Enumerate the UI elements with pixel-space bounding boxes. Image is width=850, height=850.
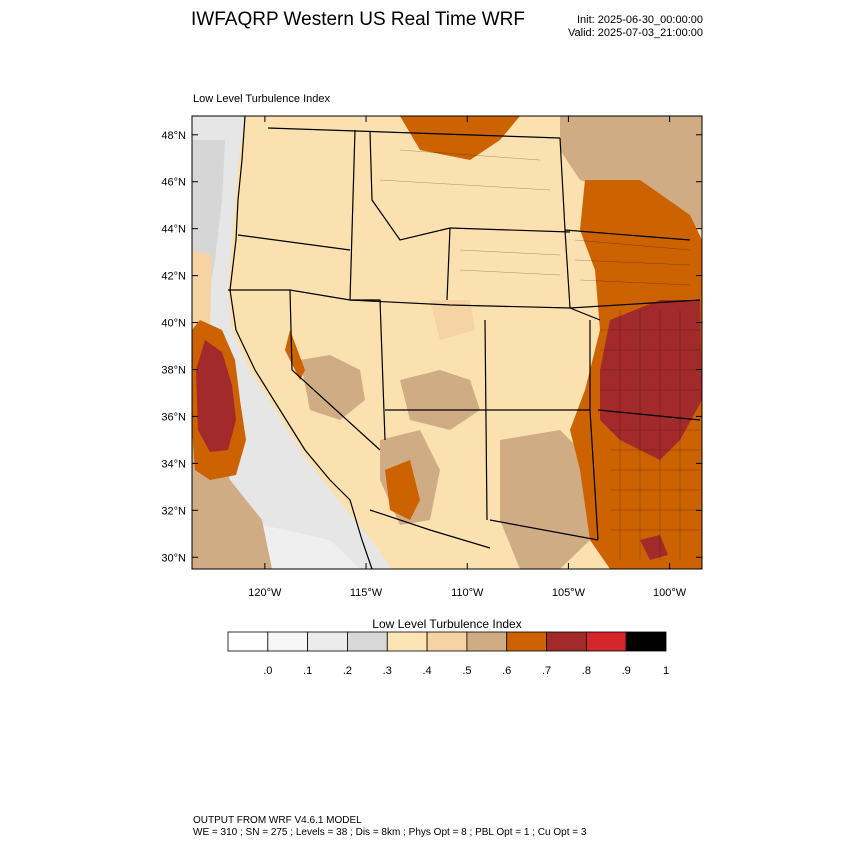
lat-tick-label: 30°N bbox=[161, 552, 186, 564]
colorbar-label: .4 bbox=[422, 665, 431, 677]
colorbar-swatch bbox=[426, 631, 468, 652]
colorbar-label: .8 bbox=[582, 665, 591, 677]
colorbar-swatch bbox=[227, 631, 269, 652]
colorbar-swatch bbox=[466, 631, 508, 652]
time-info: Init: 2025-06-30_00:00:00 Valid: 2025-07… bbox=[540, 14, 703, 40]
lat-tick-label: 46°N bbox=[161, 177, 186, 189]
colorbar: .0 .1 .2 .3 .4 .5 .6 .7 .8 .9 1 bbox=[227, 631, 669, 677]
lat-tick-label: 38°N bbox=[161, 364, 186, 376]
colorbar-swatch bbox=[506, 631, 547, 652]
colorbar-swatch bbox=[625, 631, 667, 652]
plot-title: IWFAQRP Western US Real Time WRF bbox=[191, 9, 525, 30]
lat-tick-label: 32°N bbox=[161, 505, 186, 517]
colorbar-label: .9 bbox=[622, 665, 631, 677]
colorbar-label: .6 bbox=[502, 665, 511, 677]
map-fill bbox=[192, 116, 702, 569]
colorbar-swatch bbox=[347, 631, 388, 652]
colorbar-swatch bbox=[267, 631, 309, 652]
colorbar-label: .0 bbox=[263, 665, 272, 677]
valid-time: Valid: 2025-07-03_21:00:00 bbox=[568, 27, 703, 39]
colorbar-swatch bbox=[585, 631, 627, 652]
lon-tick-label: 100°W bbox=[653, 587, 687, 599]
colorbar-swatch bbox=[307, 631, 348, 652]
lat-tick-label: 34°N bbox=[161, 458, 186, 470]
colorbar-swatch bbox=[546, 631, 587, 652]
lon-tick-label: 110°W bbox=[451, 587, 484, 599]
lat-tick-label: 44°N bbox=[161, 224, 186, 236]
lat-tick-label: 36°N bbox=[161, 411, 186, 423]
colorbar-title: Low Level Turbulence Index bbox=[372, 617, 522, 631]
colorbar-label: .1 bbox=[303, 665, 312, 677]
model-footer: OUTPUT FROM WRF V4.6.1 MODEL WE = 310 ; … bbox=[193, 815, 586, 839]
field-subtitle: Low Level Turbulence Index bbox=[193, 93, 330, 105]
init-time: Init: 2025-06-30_00:00:00 bbox=[577, 14, 703, 26]
lon-axis: 120°W 115°W 110°W 105°W 100°W bbox=[248, 116, 687, 599]
colorbar-label: .3 bbox=[383, 665, 392, 677]
lon-tick-label: 105°W bbox=[552, 587, 586, 599]
lon-tick-label: 120°W bbox=[248, 587, 282, 599]
colorbar-label: 1 bbox=[663, 665, 669, 677]
colorbar-label: .2 bbox=[343, 665, 352, 677]
colorbar-label: .5 bbox=[462, 665, 471, 677]
footer-line-2: WE = 310 ; SN = 275 ; Levels = 38 ; Dis … bbox=[193, 827, 587, 838]
lat-tick-label: 42°N bbox=[161, 271, 186, 283]
lat-tick-label: 48°N bbox=[161, 130, 186, 142]
lon-tick-label: 115°W bbox=[350, 587, 383, 599]
footer-line-1: OUTPUT FROM WRF V4.6.1 MODEL bbox=[193, 815, 362, 826]
colorbar-swatch bbox=[386, 631, 428, 652]
lat-axis: 48°N 46°N 44°N 42°N 40°N 38°N 36°N 34°N 32°N 30°N bbox=[161, 130, 702, 564]
lat-tick-label: 40°N bbox=[161, 318, 186, 330]
colorbar-label: .7 bbox=[542, 665, 551, 677]
